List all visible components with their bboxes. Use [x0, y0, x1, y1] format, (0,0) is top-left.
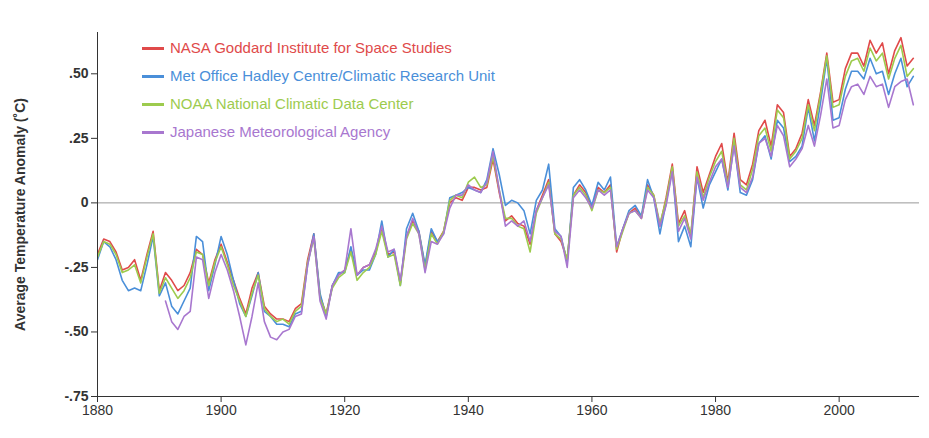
svg-text:1920: 1920 — [329, 402, 360, 418]
svg-text:.50: .50 — [69, 65, 89, 81]
svg-text:1980: 1980 — [700, 402, 731, 418]
svg-text:.25: .25 — [69, 130, 89, 146]
svg-text:-.75: -.75 — [64, 388, 89, 404]
svg-text:1880: 1880 — [82, 402, 113, 418]
svg-text:1900: 1900 — [206, 402, 237, 418]
svg-text:0: 0 — [81, 194, 89, 210]
html-text:NASA Goddard Institute for Spa: NASA Goddard Institute for Space Studies — [170, 39, 452, 56]
svg-text:1960: 1960 — [576, 402, 607, 418]
svg-text:2000: 2000 — [824, 402, 855, 418]
html-text:NOAA National Climatic Data Ce: NOAA National Climatic Data Center — [170, 95, 414, 112]
html-text:Met Office Hadley Centre/Clima: Met Office Hadley Centre/Climatic Resear… — [170, 67, 495, 84]
svg-text:Average Temperature Anomaly (˚: Average Temperature Anomaly (˚C) — [12, 98, 28, 331]
svg-text:-.25: -.25 — [64, 259, 88, 275]
svg-text:-.50: -.50 — [64, 323, 88, 339]
svg-text:1940: 1940 — [453, 402, 484, 418]
html-text:Japanese Meteorological Agency: Japanese Meteorological Agency — [170, 123, 391, 140]
